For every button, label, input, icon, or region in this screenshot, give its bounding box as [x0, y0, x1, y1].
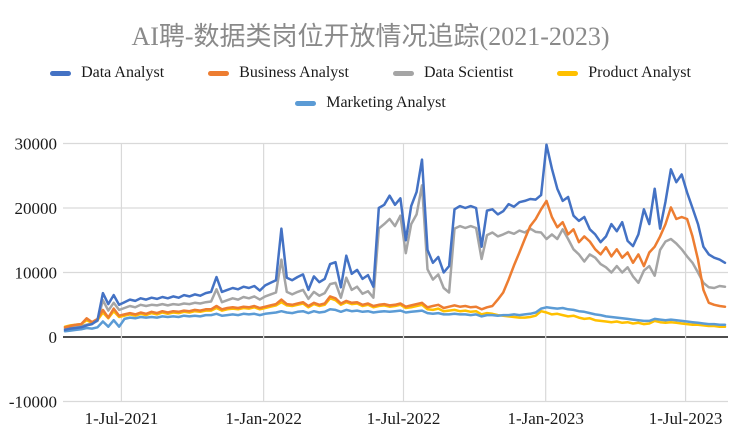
series-line-data-analyst — [63, 143, 727, 332]
y-tick-label-0: 0 — [49, 328, 58, 347]
legend-item-marketing-analyst: Marketing Analyst — [295, 94, 446, 112]
chart-title: AI聘-数据类岗位开放情况追踪(2021-2023) — [131, 22, 610, 51]
legend-label-data-scientist: Data Scientist — [423, 64, 514, 81]
legend-swatch-business-analyst — [208, 70, 230, 76]
legend-swatch-data-analyst — [50, 70, 72, 76]
legend-label-business-analyst: Business Analyst — [239, 64, 349, 81]
legend-swatch-marketing-analyst — [295, 100, 317, 106]
series-line-marketing-analyst — [63, 306, 727, 333]
series-line-data-scientist — [63, 184, 727, 330]
x-tick-label-1-jul-2023: 1-Jul-2023 — [649, 409, 723, 428]
legend-swatch-data-scientist — [392, 70, 414, 76]
legend-item-data-analyst: Data Analyst — [50, 64, 164, 82]
y-tick-label--10000: -10000 — [9, 393, 57, 412]
legend-swatch-product-analyst — [557, 70, 579, 76]
y-tick-label-20000: 20000 — [15, 199, 58, 218]
legend-label-data-analyst: Data Analyst — [81, 64, 165, 81]
x-tick-label-1-jul-2021: 1-Jul-2021 — [85, 409, 159, 428]
legend-label-product-analyst: Product Analyst — [588, 64, 691, 81]
legend-item-data-scientist: Data Scientist — [392, 64, 514, 82]
legend-label-marketing-analyst: Marketing Analyst — [326, 94, 446, 111]
y-tick-label-30000: 30000 — [15, 135, 58, 154]
legend-item-business-analyst: Business Analyst — [208, 64, 349, 82]
x-tick-label-1-jan-2023: 1-Jan-2023 — [507, 409, 583, 428]
legend-item-product-analyst: Product Analyst — [557, 64, 691, 82]
x-tick-label-1-jul-2022: 1-Jul-2022 — [367, 409, 441, 428]
y-tick-label-10000: 10000 — [15, 264, 58, 283]
x-tick-label-1-jan-2022: 1-Jan-2022 — [225, 409, 301, 428]
legend-row-2: Marketing Analyst — [0, 94, 741, 112]
series-line-business-analyst — [63, 199, 727, 329]
legend-row-1: Data Analyst Business Analyst Data Scienti… — [0, 64, 741, 82]
